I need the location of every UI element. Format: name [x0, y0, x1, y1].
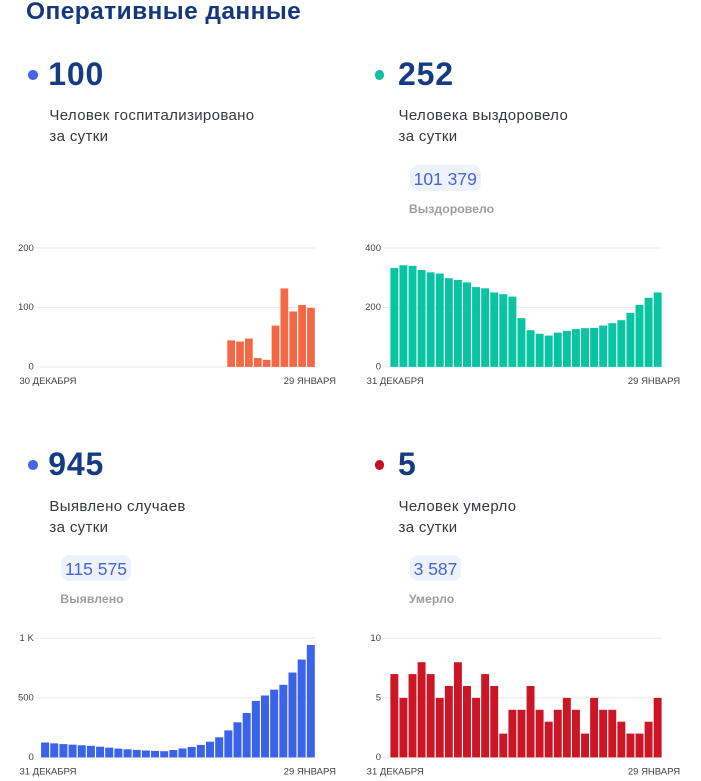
svg-text:1 K: 1 K [20, 633, 35, 644]
svg-text:200: 200 [18, 243, 34, 254]
svg-text:29 ЯНВАРЯ: 29 ЯНВАРЯ [628, 376, 680, 387]
svg-text:100: 100 [18, 302, 34, 313]
svg-text:29 ЯНВАРЯ: 29 ЯНВАРЯ [284, 376, 336, 387]
svg-text:31 ДЕКАБРЯ: 31 ДЕКАБРЯ [367, 376, 424, 387]
svg-text:31 ДЕКАБРЯ: 31 ДЕКАБРЯ [367, 767, 424, 778]
svg-text:10: 10 [370, 633, 381, 644]
svg-text:0: 0 [29, 752, 34, 763]
svg-text:200: 200 [365, 302, 381, 313]
svg-text:5: 5 [376, 693, 381, 704]
svg-text:400: 400 [365, 243, 381, 254]
svg-text:30 ДЕКАБРЯ: 30 ДЕКАБРЯ [19, 376, 76, 387]
svg-text:500: 500 [18, 693, 34, 704]
svg-text:31 ДЕКАБРЯ: 31 ДЕКАБРЯ [19, 767, 76, 778]
svg-text:0: 0 [376, 752, 381, 763]
svg-text:0: 0 [376, 362, 381, 373]
svg-text:29 ЯНВАРЯ: 29 ЯНВАРЯ [284, 767, 336, 778]
svg-text:29 ЯНВАРЯ: 29 ЯНВАРЯ [628, 767, 680, 778]
svg-text:0: 0 [29, 362, 34, 373]
